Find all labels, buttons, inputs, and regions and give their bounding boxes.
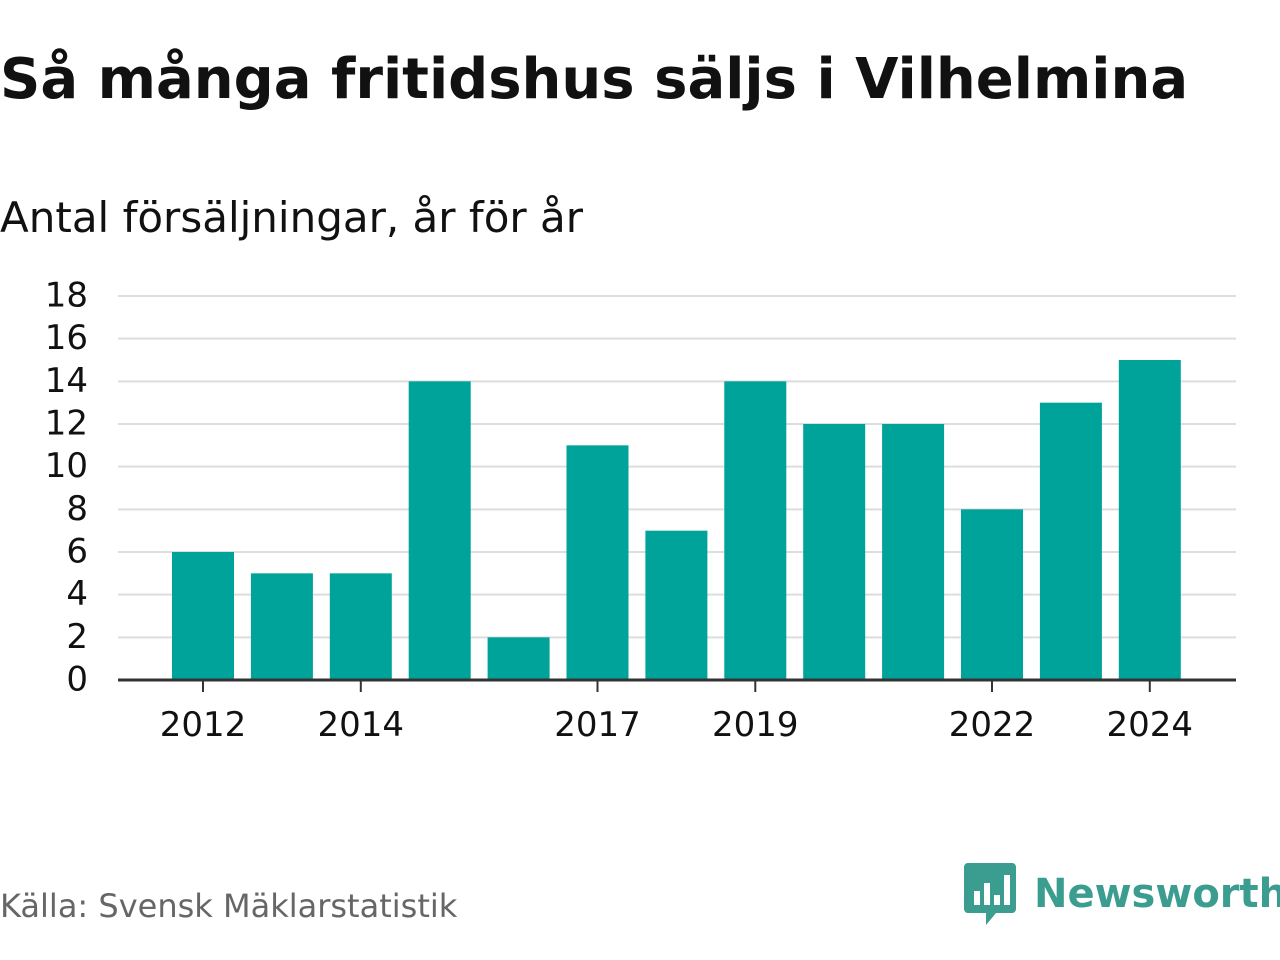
y-tick-label: 10	[45, 446, 88, 486]
brand-name: Newsworthy	[1034, 871, 1280, 917]
newsworthy-logo-icon	[964, 863, 1016, 925]
bar-2024	[1118, 360, 1181, 680]
bar-2017	[566, 445, 629, 680]
bar-2021	[882, 424, 945, 680]
y-tick-label: 0	[66, 660, 88, 700]
y-tick-label: 6	[66, 532, 88, 572]
bar-2019	[724, 381, 787, 680]
chart-title: Så många fritidshus säljs i Vilhelmina	[0, 47, 1189, 112]
y-tick-label: 4	[66, 574, 88, 614]
chart-subtitle: Antal försäljningar, år för år	[0, 193, 584, 242]
x-tick-label: 2024	[1107, 705, 1194, 745]
x-tick-label: 2019	[712, 705, 799, 745]
bar-2013	[250, 573, 313, 680]
brand-logo: Newsworthy	[964, 862, 1280, 926]
bar-2016	[487, 637, 550, 680]
x-tick-label: 2017	[554, 705, 641, 745]
bar-2020	[803, 424, 866, 680]
x-tick-label: 2022	[949, 705, 1036, 745]
bar-2023	[1039, 402, 1102, 680]
bar-2018	[645, 530, 708, 680]
y-tick-label: 8	[66, 489, 88, 529]
bar-2014	[329, 573, 392, 680]
bar-2015	[408, 381, 471, 680]
y-tick-label: 12	[45, 404, 88, 444]
x-tick-label: 2012	[160, 705, 247, 745]
y-tick-label: 2	[66, 617, 88, 657]
x-tick-label: 2014	[318, 705, 405, 745]
bars	[172, 360, 1181, 680]
y-tick-label: 14	[45, 361, 88, 401]
bar-2012	[172, 552, 234, 680]
bar-2022	[961, 509, 1023, 680]
y-tick-label: 16	[45, 318, 88, 358]
x-axis-ticks: 2012 2014 2017 2019 2022 2024	[160, 680, 1193, 745]
source-note: Källa: Svensk Mäklarstatistik	[0, 887, 458, 925]
y-tick-label: 18	[45, 276, 88, 316]
